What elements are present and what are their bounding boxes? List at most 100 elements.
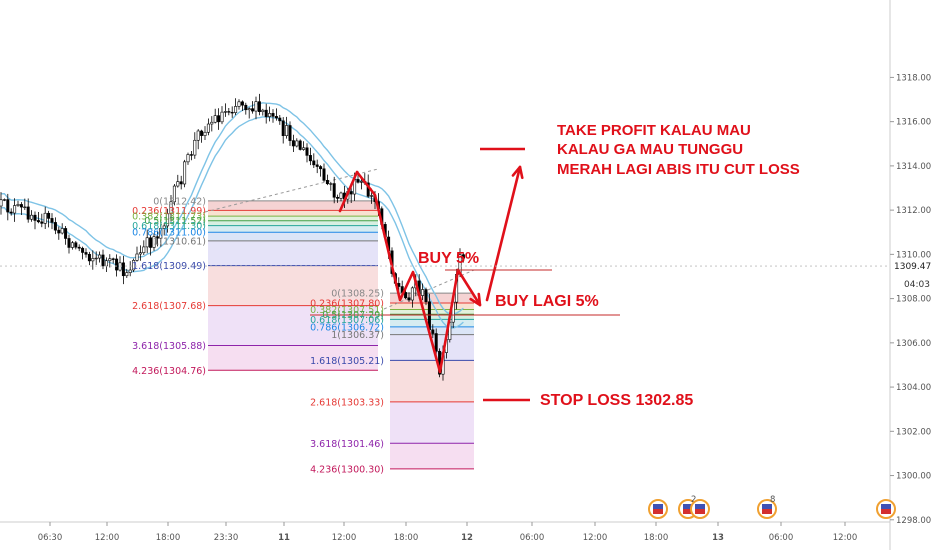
candle-body	[261, 109, 265, 112]
fib-secondary-zone	[390, 319, 474, 327]
y-tick-label: 1310.00	[896, 250, 931, 260]
y-tick-label: 1298.00	[896, 516, 931, 526]
candle-body	[84, 252, 88, 255]
candle-body	[244, 104, 248, 111]
candle-body	[186, 154, 190, 163]
y-tick-label: 1306.00	[896, 339, 931, 349]
y-tick-label: 1318.00	[896, 73, 931, 83]
candle-body	[227, 111, 231, 113]
fibonacci-labels: 0(1312.42)0.236(1311.99)0.382(1311.73)0.…	[132, 196, 384, 475]
candle-body	[193, 139, 197, 156]
fib-secondary-zone	[390, 309, 474, 315]
candle-body	[213, 115, 217, 123]
fib-primary-zone	[208, 305, 378, 346]
annotations: TAKE PROFIT KALAU MAU KALAU GA MAU TUNGG…	[418, 122, 800, 409]
candle-body	[16, 204, 20, 206]
candle-body	[308, 155, 312, 162]
candle-body	[98, 254, 102, 259]
x-tick-label: 12	[461, 533, 473, 543]
candle-body	[121, 262, 125, 277]
candle-body	[206, 123, 210, 133]
y-tick-label: 1312.00	[896, 206, 931, 216]
event-badge[interactable]	[648, 499, 668, 519]
candle-body	[247, 108, 251, 111]
take-profit-line-1: TAKE PROFIT KALAU MAU	[557, 122, 751, 139]
fib-primary-zone	[208, 200, 378, 211]
candle-body	[101, 254, 105, 267]
candle-body	[176, 181, 180, 187]
candle-body	[36, 220, 40, 223]
candle-body	[291, 140, 295, 147]
take-profit-arrow-head	[511, 165, 524, 180]
countdown-label: 04:03	[904, 280, 930, 290]
candle-body	[115, 258, 119, 271]
fib-secondary-level-label: 0.236(1307.80)	[310, 299, 384, 310]
candle-body	[302, 147, 306, 150]
fib-primary-zone	[208, 232, 378, 241]
hand-drawings	[310, 147, 620, 402]
buy-again-label: BUY LAGI 5%	[495, 293, 599, 310]
candle-body	[349, 191, 353, 195]
candle-body	[91, 258, 95, 262]
fib-primary-level-label: 1(1310.61)	[153, 236, 206, 247]
candle-body	[13, 205, 17, 214]
candle-body	[57, 229, 61, 234]
candle-body	[325, 179, 329, 185]
fib-primary-zone	[208, 210, 378, 217]
x-tick-label: 12:00	[95, 533, 120, 543]
candle-body	[6, 199, 10, 213]
fib-primary-level-label: 2.618(1307.68)	[132, 301, 206, 312]
candle-body	[81, 247, 85, 253]
candle-body	[332, 183, 336, 198]
candle-body	[149, 237, 153, 248]
fib-primary-zone	[208, 345, 378, 371]
candle-body	[155, 236, 159, 239]
candle-body	[152, 236, 156, 248]
candle-body	[278, 117, 282, 122]
buy-first-label: BUY 5%	[418, 250, 479, 267]
fib-secondary-level-label: 0.5(1307.29)	[322, 310, 384, 321]
candle-body	[285, 125, 289, 136]
candle-body	[319, 166, 323, 170]
fib-primary-level-label: 0.618(1311.30)	[132, 221, 206, 232]
fib-secondary-level-label: 1.618(1305.21)	[310, 356, 384, 367]
x-tick-label: 13	[712, 533, 724, 543]
candle-body	[234, 106, 238, 113]
event-badge[interactable]	[876, 499, 896, 519]
candle-body	[142, 246, 146, 254]
candle-body	[30, 214, 34, 220]
buy-again-arrow-head	[469, 292, 482, 307]
candle-body	[179, 181, 183, 185]
candle-body	[257, 101, 261, 112]
candle-body	[67, 238, 71, 248]
fib-primary-level-label: 0.382(1311.73)	[132, 212, 206, 223]
candle-body	[268, 113, 272, 117]
fib-primary-level-label: 0.236(1311.99)	[132, 206, 206, 217]
candle-body	[305, 147, 309, 156]
fib-secondary-level-label: 3.618(1301.46)	[310, 439, 384, 450]
candle-body	[359, 181, 363, 183]
buy-again-arrow	[456, 268, 482, 307]
candle-body	[203, 131, 207, 136]
fib-secondary-zone	[390, 360, 474, 402]
event-badge[interactable]	[690, 499, 710, 519]
x-tick-label: 18:00	[156, 533, 181, 543]
fib-primary-level-label: 4.236(1304.76)	[132, 366, 206, 377]
candle-body	[251, 108, 255, 112]
candle-body	[322, 168, 326, 181]
candle-body	[169, 201, 173, 215]
candle-body	[404, 292, 408, 299]
event-flag-stripe	[762, 509, 772, 514]
event-badge[interactable]: 8	[757, 495, 777, 519]
fib-secondary-level-label: 0(1308.25)	[331, 289, 384, 300]
fib-secondary-level-label: 4.236(1300.30)	[310, 464, 384, 475]
candle-body	[125, 272, 129, 277]
candle-body	[132, 260, 136, 271]
candle-body	[196, 130, 200, 141]
candle-body	[64, 228, 68, 239]
y-tick-label: 1314.00	[896, 162, 931, 172]
candle-body	[53, 222, 57, 231]
candle-body	[23, 206, 27, 209]
